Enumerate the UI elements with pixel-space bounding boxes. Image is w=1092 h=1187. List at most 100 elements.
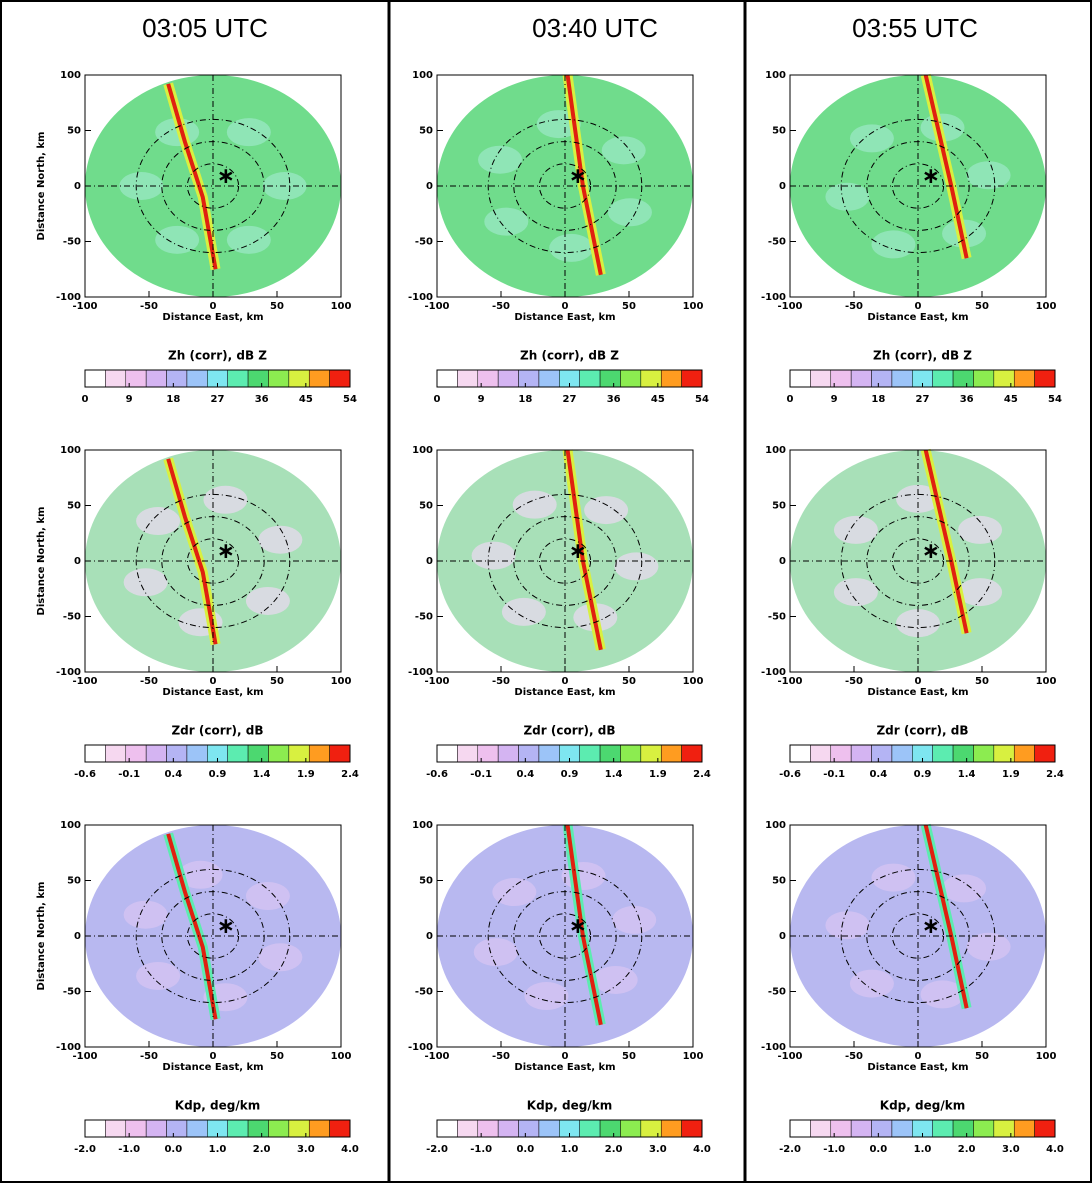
radar-patch xyxy=(871,863,916,892)
colorbar-cell xyxy=(436,744,458,763)
colorbar-tick-label: -2.0 xyxy=(779,1144,801,1155)
x-tick-label: -50 xyxy=(492,1051,510,1062)
squall-line xyxy=(923,824,969,1009)
x-tick-label: -100 xyxy=(72,676,97,687)
y-tick-label: -50 xyxy=(415,612,433,623)
range-ring xyxy=(891,913,945,959)
radar-site: ∗ xyxy=(569,539,587,564)
colorbar-tick-label: -0.6 xyxy=(74,769,96,780)
colorbar-tick-label: 2.0 xyxy=(253,1144,271,1155)
colorbar-cell xyxy=(436,369,458,388)
colorbar-tick-label: -1.0 xyxy=(118,1144,140,1155)
colorbar-cell xyxy=(329,369,351,388)
x-axis-label: Distance East, km xyxy=(162,687,263,698)
colorbar-tick-label: -0.1 xyxy=(823,769,845,780)
colorbar-tick-label: 18 xyxy=(871,394,885,405)
colorbar-tick-label: 1.4 xyxy=(605,769,623,780)
radar-patch xyxy=(920,980,965,1009)
y-tick-label: 50 xyxy=(67,876,81,887)
colorbar-cell xyxy=(457,369,479,388)
x-tick-label: 50 xyxy=(622,676,636,687)
colorbar-tick-label: 9 xyxy=(831,394,838,405)
y-tick-label: -100 xyxy=(761,1042,786,1053)
radar-patch xyxy=(958,578,1003,607)
colorbar-tick-label: 27 xyxy=(916,394,930,405)
colorbar-tick-label: 0 xyxy=(434,394,441,405)
y-axis-label: Distance North, km xyxy=(36,882,47,991)
radar-patch xyxy=(549,233,594,262)
y-tick-label: 50 xyxy=(419,501,433,512)
colorbar-cell xyxy=(186,369,208,388)
colorbar-tick-label: 4.0 xyxy=(693,1144,711,1155)
colorbar-cell xyxy=(932,369,954,388)
x-tick-label: -50 xyxy=(492,676,510,687)
colorbar-cell xyxy=(166,744,188,763)
colorbar-cell xyxy=(579,744,601,763)
colorbar-cell xyxy=(871,1119,893,1138)
colorbar-cell xyxy=(871,744,893,763)
colorbar-cell xyxy=(329,1119,351,1138)
colorbar-tick-label: -2.0 xyxy=(74,1144,96,1155)
colorbar-cell xyxy=(810,744,832,763)
colorbar-cell xyxy=(579,1119,601,1138)
radar-patch xyxy=(942,874,987,903)
x-tick-label: -100 xyxy=(424,301,449,312)
x-axis-label: Distance East, km xyxy=(162,312,263,323)
radar-patch xyxy=(524,982,569,1011)
colorbar-tick-label: -0.6 xyxy=(426,769,448,780)
colorbar-cell xyxy=(1034,1119,1056,1138)
colorbar-cell xyxy=(973,744,995,763)
colorbar-label: Zh (corr), dB Z xyxy=(520,349,619,363)
x-tick-label: -100 xyxy=(72,301,97,312)
colorbar-tick-label: 0.4 xyxy=(516,769,534,780)
colorbar-cell xyxy=(932,1119,954,1138)
x-tick-label: 50 xyxy=(975,676,989,687)
y-tick-label: 100 xyxy=(60,820,81,831)
x-axis-label: Distance East, km xyxy=(514,1062,615,1073)
x-tick-label: -50 xyxy=(140,676,158,687)
colorbar-tick-label: -2.0 xyxy=(426,1144,448,1155)
x-tick-label: 50 xyxy=(622,1051,636,1062)
colorbar-cell xyxy=(850,1119,872,1138)
colorbar-cell xyxy=(810,369,832,388)
x-tick-label: 0 xyxy=(210,301,217,312)
radar-site: ∗ xyxy=(569,914,587,939)
radar-patch xyxy=(136,961,181,990)
colorbar-cell xyxy=(186,1119,208,1138)
radar-patch xyxy=(849,124,894,153)
colorbar-cell xyxy=(599,369,621,388)
radar-site: ∗ xyxy=(569,164,587,189)
colorbar-tick-label: 54 xyxy=(695,394,709,405)
x-tick-label: -100 xyxy=(777,1051,802,1062)
y-tick-label: 0 xyxy=(74,556,81,567)
radar-site: ∗ xyxy=(922,914,940,939)
colorbar-label: Kdp, deg/km xyxy=(880,1099,965,1113)
colorbar-label: Kdp, deg/km xyxy=(527,1099,612,1113)
x-tick-label: -50 xyxy=(492,301,510,312)
x-axis-label: Distance East, km xyxy=(162,1062,263,1073)
range-ring xyxy=(891,163,945,209)
radar-patch xyxy=(966,932,1011,961)
y-tick-label: -50 xyxy=(768,987,786,998)
radar-field xyxy=(85,75,341,297)
colorbar-cell xyxy=(973,369,995,388)
colorbar-cell xyxy=(810,1119,832,1138)
range-ring xyxy=(538,163,592,209)
colorbar-cell xyxy=(620,369,642,388)
radar-site: ∗ xyxy=(922,539,940,564)
colorbar-tick-label: -1.0 xyxy=(470,1144,492,1155)
radar-patch xyxy=(226,225,271,254)
colorbar-cell xyxy=(952,1119,974,1138)
colorbar-cell xyxy=(1013,744,1035,763)
colorbar-cell xyxy=(518,744,540,763)
x-tick-label: 50 xyxy=(975,1051,989,1062)
radar-site: ∗ xyxy=(217,914,235,939)
colorbar-cell xyxy=(227,1119,249,1138)
colorbar-cell xyxy=(1034,369,1056,388)
y-tick-label: 0 xyxy=(426,556,433,567)
column-title: 03:55 UTC xyxy=(852,13,978,43)
colorbar-tick-label: 0.4 xyxy=(869,769,887,780)
radar-patch xyxy=(512,490,557,519)
colorbar-cell xyxy=(186,744,208,763)
y-tick-label: 50 xyxy=(419,126,433,137)
